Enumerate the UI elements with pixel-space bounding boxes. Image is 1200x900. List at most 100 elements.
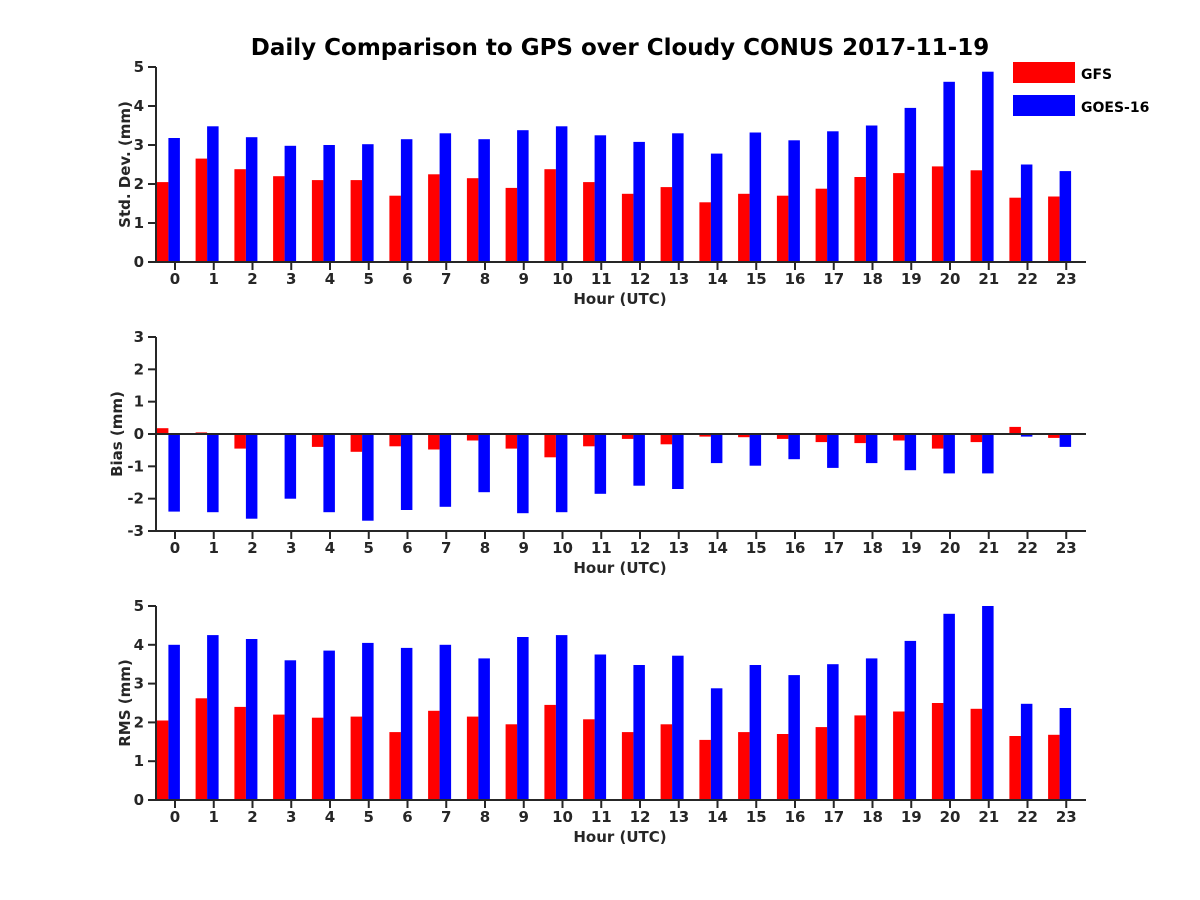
y-tick-label: 1 <box>134 752 144 770</box>
bar-goes16-12 <box>633 141 645 262</box>
x-tick-label: 17 <box>823 270 844 288</box>
x-tick-label: 23 <box>1056 270 1077 288</box>
x-tick-label: 19 <box>901 808 922 826</box>
x-tick-label: 23 <box>1056 539 1077 557</box>
bar-goes16-7 <box>439 644 452 800</box>
bar-goes16-14 <box>710 434 723 464</box>
bar-gfs-4 <box>311 434 324 447</box>
bar-goes16-21 <box>982 606 994 800</box>
x-tick-label: 22 <box>1017 808 1038 826</box>
bar-goes16-8 <box>478 139 490 262</box>
bar-gfs-16 <box>776 434 789 439</box>
bar-goes16-12 <box>633 665 645 800</box>
bar-goes16-16 <box>788 675 800 800</box>
x-tick-label: 8 <box>480 270 490 288</box>
x-tick-label: 0 <box>170 270 180 288</box>
bar-gfs-10 <box>544 434 556 458</box>
bar-gfs-15 <box>738 434 750 438</box>
x-tick-label: 3 <box>286 270 296 288</box>
bar-gfs-6 <box>389 195 401 262</box>
bar-goes16-5 <box>362 434 374 521</box>
x-tick-label: 4 <box>325 270 335 288</box>
bar-gfs-9 <box>505 724 518 800</box>
chart-title: Daily Comparison to GPS over Cloudy CONU… <box>251 35 989 61</box>
x-tick-label: 13 <box>668 539 689 557</box>
bar-goes16-2 <box>245 639 258 800</box>
bar-gfs-16 <box>776 195 789 262</box>
bar-gfs-4 <box>311 180 324 262</box>
x-tick-label: 18 <box>862 270 883 288</box>
x-tick-label: 5 <box>364 808 374 826</box>
bar-gfs-2 <box>234 434 246 449</box>
x-tick-label: 9 <box>519 808 529 826</box>
bar-goes16-10 <box>555 126 568 262</box>
bar-goes16-0 <box>168 644 180 800</box>
bar-gfs-21 <box>970 170 983 262</box>
y-tick-label: 1 <box>134 393 144 411</box>
bar-goes16-0 <box>168 138 180 262</box>
x-tick-label: 21 <box>978 808 999 826</box>
bar-goes16-15 <box>749 132 762 262</box>
y-axis-label: RMS (mm) <box>116 659 134 746</box>
x-tick-label: 1 <box>209 270 219 288</box>
y-axis-label: Std. Dev. (mm) <box>116 101 134 228</box>
bar-goes16-23 <box>1059 171 1072 262</box>
bar-goes16-20 <box>943 613 955 800</box>
bar-goes16-17 <box>827 131 839 262</box>
x-tick-label: 20 <box>940 808 961 826</box>
x-tick-label: 18 <box>862 808 883 826</box>
x-tick-label: 16 <box>785 539 806 557</box>
legend-swatch-gfs <box>1013 62 1075 83</box>
bar-goes16-9 <box>517 637 529 800</box>
bar-gfs-8 <box>466 716 479 800</box>
bar-gfs-18 <box>854 434 866 444</box>
bar-goes16-5 <box>362 642 374 800</box>
x-tick-label: 7 <box>441 539 451 557</box>
bar-goes16-6 <box>400 647 413 800</box>
x-tick-label: 14 <box>707 270 728 288</box>
bar-gfs-21 <box>970 434 983 443</box>
bar-gfs-23 <box>1048 734 1060 800</box>
x-tick-label: 15 <box>746 539 767 557</box>
bar-goes16-6 <box>400 434 413 510</box>
x-tick-label: 19 <box>901 270 922 288</box>
bar-gfs-22 <box>1009 736 1021 800</box>
bar-gfs-19 <box>893 173 905 262</box>
bar-gfs-5 <box>350 716 363 800</box>
x-tick-label: 20 <box>940 270 961 288</box>
x-tick-label: 4 <box>325 539 335 557</box>
bar-goes16-3 <box>284 434 297 499</box>
bar-gfs-8 <box>466 434 479 441</box>
bar-gfs-19 <box>893 434 905 441</box>
bar-goes16-14 <box>710 688 723 800</box>
x-tick-label: 4 <box>325 808 335 826</box>
bar-gfs-0 <box>156 428 169 434</box>
bar-gfs-7 <box>428 434 440 450</box>
x-tick-label: 13 <box>668 270 689 288</box>
bar-gfs-22 <box>1009 426 1021 434</box>
bar-gfs-11 <box>583 182 595 262</box>
bar-goes16-20 <box>943 81 955 262</box>
x-tick-label: 10 <box>552 539 573 557</box>
legend-swatch-goes16 <box>1013 95 1075 116</box>
x-tick-label: 2 <box>247 270 257 288</box>
x-tick-label: 5 <box>364 270 374 288</box>
bar-gfs-12 <box>621 193 634 263</box>
x-axis-label: Hour (UTC) <box>573 290 666 308</box>
bar-goes16-19 <box>904 640 917 800</box>
bar-gfs-17 <box>815 434 828 443</box>
x-tick-label: 21 <box>978 270 999 288</box>
x-tick-label: 3 <box>286 808 296 826</box>
x-tick-label: 19 <box>901 539 922 557</box>
bar-gfs-19 <box>893 711 905 800</box>
bar-goes16-18 <box>865 434 878 464</box>
bar-goes16-0 <box>168 434 180 512</box>
bar-goes16-16 <box>788 434 800 460</box>
bar-goes16-14 <box>710 153 723 262</box>
bar-goes16-11 <box>594 434 607 494</box>
x-tick-label: 16 <box>785 270 806 288</box>
bar-goes16-9 <box>517 434 529 514</box>
x-tick-label: 12 <box>630 808 651 826</box>
bar-gfs-23 <box>1048 434 1060 438</box>
